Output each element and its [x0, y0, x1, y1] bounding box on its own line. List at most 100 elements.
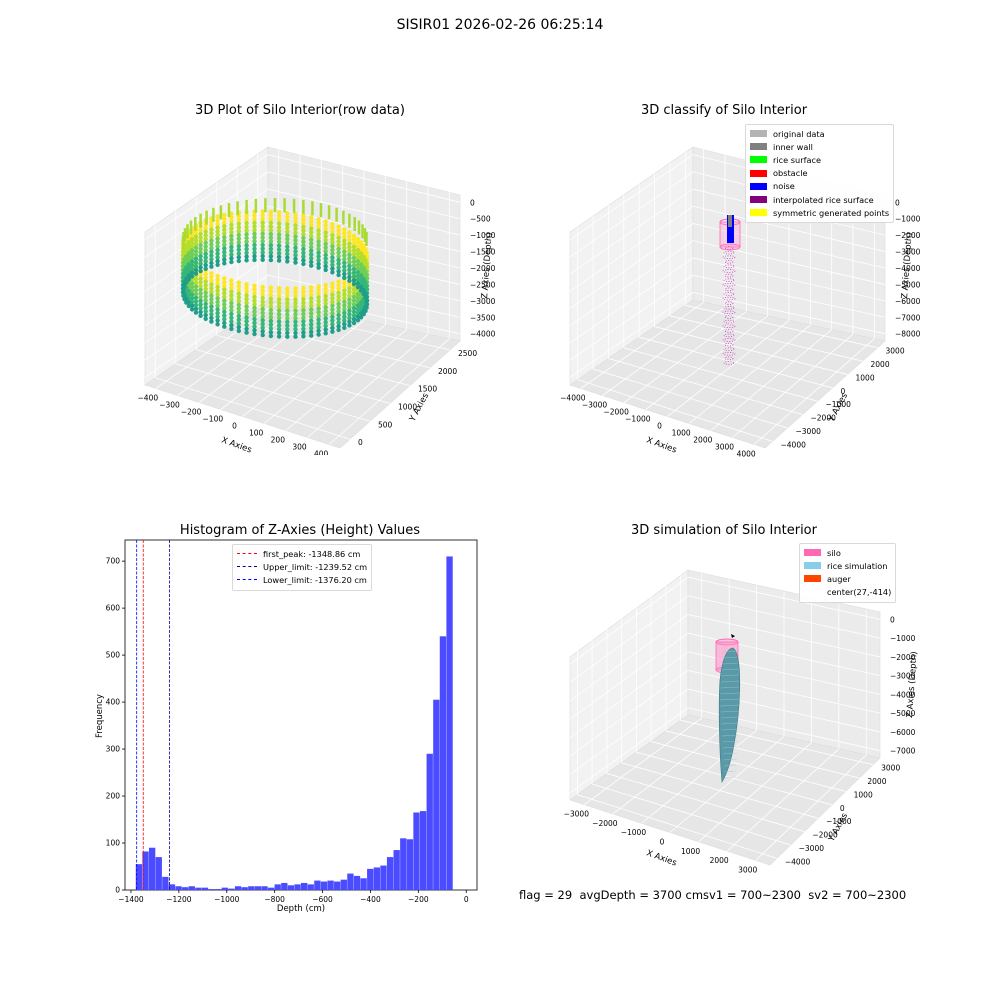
- panel3-bar: [294, 884, 301, 890]
- panel1-point: [236, 313, 241, 319]
- panel1-point: [276, 326, 282, 332]
- panel1-point: [336, 224, 341, 229]
- panel1-point: [215, 288, 220, 293]
- panel1-point: [285, 218, 290, 223]
- panel1-point: [347, 274, 352, 280]
- panel1-point: [193, 234, 199, 239]
- panel3-bar: [400, 838, 407, 890]
- panel1-point: [229, 323, 234, 328]
- panel1-point: [330, 244, 335, 249]
- panel1-point: [276, 330, 282, 335]
- panel1-point: [236, 217, 241, 223]
- panel1-point: [229, 233, 234, 239]
- panel1-point: [330, 307, 335, 312]
- panel1-point: [285, 319, 290, 325]
- panel2-interpolated-ring: [722, 296, 736, 301]
- panel1-point: [244, 254, 249, 259]
- panel1-point: [193, 280, 199, 286]
- panel1-point: [309, 233, 314, 239]
- panel1-point: [215, 307, 220, 312]
- panel3-xtick-label: −1200: [166, 895, 192, 904]
- panel1-point: [244, 296, 249, 302]
- panel3-xlabel: Depth (cm): [277, 904, 325, 914]
- panel1-point: [260, 303, 265, 308]
- panel1-point: [189, 263, 195, 268]
- panel1-point: [293, 304, 298, 310]
- panel1-point: [276, 225, 282, 230]
- panel3-ytick-label: 500: [106, 651, 121, 660]
- panel1-point: [293, 256, 298, 262]
- panel1-point: [260, 209, 265, 214]
- panel1-point: [330, 314, 335, 320]
- panel1-point: [260, 284, 265, 290]
- panel1-point: [355, 285, 361, 290]
- panel1-point: [180, 290, 186, 295]
- panel1-point: [215, 258, 220, 264]
- panel1-point: [351, 274, 357, 279]
- panel1-point: [301, 258, 306, 263]
- panel1-point: [293, 226, 298, 232]
- panel1-point: [222, 216, 227, 221]
- panel2-ztick-label: −4000: [895, 264, 920, 273]
- panel1-point: [215, 255, 220, 260]
- panel1-point: [236, 291, 241, 296]
- panel1-point: [351, 248, 357, 253]
- panel1-point: [209, 253, 214, 258]
- panel3-bar: [208, 889, 215, 890]
- panel2-interpolated-ring: [723, 278, 735, 283]
- panel1-point: [209, 223, 214, 228]
- panel1-ztick-label: −3000: [470, 297, 495, 306]
- panel1-point: [215, 273, 220, 279]
- panel1-point: [193, 306, 199, 312]
- panel1-point: [229, 297, 234, 302]
- panel1-point: [236, 328, 241, 334]
- panel2-interpolated-ring: [724, 342, 734, 347]
- panel4-legend-swatch: [804, 562, 821, 570]
- panel3-bar: [142, 851, 149, 890]
- panel1-point: [252, 287, 257, 292]
- panel1-point: [222, 294, 227, 300]
- panel1-point: [244, 308, 249, 313]
- panel1-point: [229, 237, 234, 242]
- panel4-xtick-label: 3000: [738, 865, 757, 874]
- panel2-legend-swatch: [750, 130, 767, 138]
- panel1-point: [222, 227, 227, 232]
- panel1-point: [285, 251, 290, 257]
- panel1-point: [342, 318, 347, 323]
- panel1-point: [330, 318, 335, 323]
- panel1-point: [268, 318, 274, 324]
- panel1-point: [260, 288, 265, 293]
- panel1-point: [189, 270, 195, 275]
- panel1-point: [252, 228, 257, 233]
- panel1-point: [209, 278, 214, 283]
- panel1-point: [193, 252, 199, 258]
- panel1-point: [198, 250, 203, 255]
- panel1-point: [336, 316, 341, 321]
- panel3-bar: [301, 882, 308, 890]
- panel2-interpolated-column: [722, 246, 736, 365]
- panel1-point: [309, 256, 314, 261]
- panel1-point: [336, 290, 341, 295]
- panel1-point: [268, 235, 274, 240]
- panel3-xtick-label: −200: [408, 895, 429, 904]
- panel1-point: [229, 300, 234, 306]
- panel1-point: [252, 242, 257, 248]
- panel1-point: [209, 260, 214, 266]
- panel1-point: [203, 301, 208, 307]
- panel1-point: [336, 279, 341, 284]
- panel1-point: [293, 334, 298, 339]
- panel1-point: [236, 225, 241, 230]
- panel1-point: [229, 244, 234, 250]
- panel1-point: [276, 289, 282, 295]
- panel1-point: [342, 292, 347, 297]
- panel4-ztick-label: −5000: [890, 709, 916, 718]
- panel1-point: [203, 279, 208, 284]
- panel1-point: [301, 217, 306, 222]
- panel1-point: [229, 259, 234, 265]
- panel1-point: [268, 220, 274, 226]
- panel1-point: [351, 252, 357, 257]
- panel1-point: [203, 290, 208, 295]
- panel1-point: [203, 272, 208, 277]
- panel1-point: [309, 230, 314, 235]
- panel1-point: [323, 238, 328, 243]
